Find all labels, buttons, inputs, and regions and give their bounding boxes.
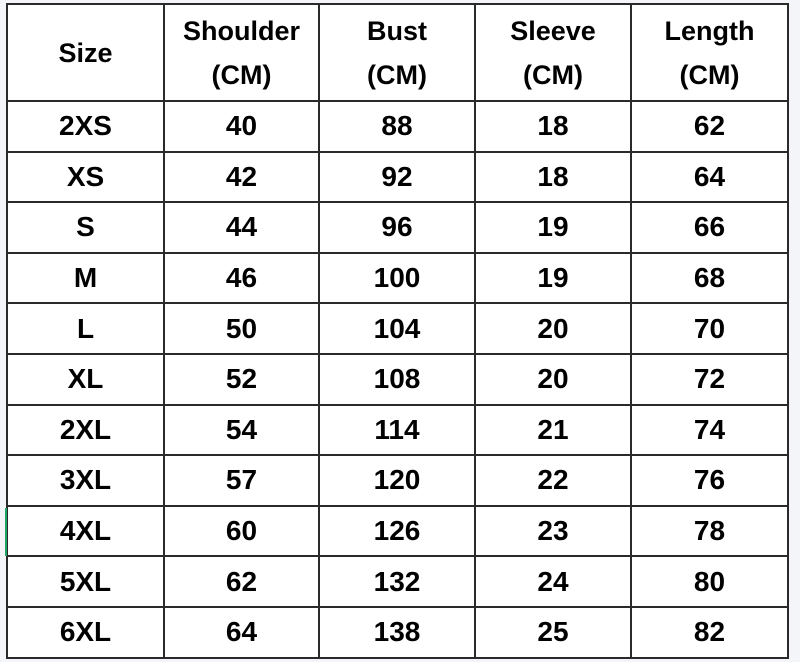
header-size: Size: [6, 3, 165, 102]
header-bust-line2: (CM): [367, 59, 427, 90]
cell-size: 4XL: [6, 504, 165, 558]
cell-sleeve: 19: [474, 201, 632, 254]
cell-shoulder: 50: [163, 302, 320, 355]
cell-size: M: [6, 251, 165, 305]
cell-sleeve: 19: [474, 251, 632, 305]
cell-bust: 120: [318, 454, 476, 507]
cell-bust: 132: [318, 555, 476, 608]
cell-sleeve: 18: [474, 100, 632, 153]
cell-bust: 92: [318, 150, 476, 204]
table-row: S 44 96 19 66: [6, 201, 789, 254]
header-shoulder-line2: (CM): [211, 59, 272, 90]
cell-bust: 126: [318, 504, 476, 558]
cell-length: 78: [630, 504, 789, 558]
cell-shoulder: 46: [163, 251, 320, 305]
cell-shoulder: 62: [163, 555, 320, 608]
cell-bust: 138: [318, 605, 476, 659]
cell-length: 68: [630, 251, 789, 305]
cell-length: 70: [630, 302, 789, 355]
cell-size: 2XS: [6, 100, 165, 153]
cell-sleeve: 22: [474, 454, 632, 507]
cell-bust: 104: [318, 302, 476, 355]
cell-size: 3XL: [6, 454, 165, 507]
table-row: L 50 104 20 70: [6, 302, 789, 355]
cell-sleeve: 23: [474, 504, 632, 558]
cell-sleeve: 24: [474, 555, 632, 608]
cell-size: 6XL: [6, 605, 165, 659]
cell-size: XL: [6, 352, 165, 406]
header-bust-line1: Bust: [367, 15, 427, 46]
cell-bust: 96: [318, 201, 476, 254]
cell-size: 5XL: [6, 555, 165, 608]
cell-length: 82: [630, 605, 789, 659]
table-row: 5XL 62 132 24 80: [6, 555, 789, 608]
cell-shoulder: 60: [163, 504, 320, 558]
header-sleeve: Sleeve (CM): [474, 3, 632, 102]
table-row: 2XL 54 114 21 74: [6, 403, 789, 457]
cell-shoulder: 40: [163, 100, 320, 153]
header-shoulder: Shoulder (CM): [163, 3, 320, 102]
cell-shoulder: 64: [163, 605, 320, 659]
cell-length: 72: [630, 352, 789, 406]
header-row: Size Shoulder (CM) Bust (CM) Sleeve (CM) Length…: [6, 3, 789, 102]
cell-sleeve: 18: [474, 150, 632, 204]
cell-shoulder: 57: [163, 454, 320, 507]
header-sleeve-line2: (CM): [523, 59, 583, 90]
cell-size: L: [6, 302, 165, 355]
table-row: XL 52 108 20 72: [6, 352, 789, 406]
cell-length: 74: [630, 403, 789, 457]
cell-sleeve: 20: [474, 302, 632, 355]
cell-sleeve: 21: [474, 403, 632, 457]
table-row: XS 42 92 18 64: [6, 150, 789, 204]
size-chart-table: Size Shoulder (CM) Bust (CM) Sleeve (CM) Length…: [6, 3, 789, 659]
cell-shoulder: 54: [163, 403, 320, 457]
header-sleeve-line1: Sleeve: [510, 15, 596, 46]
cell-sleeve: 25: [474, 605, 632, 659]
table-row: 3XL 57 120 22 76: [6, 454, 789, 507]
cell-length: 76: [630, 454, 789, 507]
header-length-line2: (CM): [679, 59, 740, 90]
cell-size: XS: [6, 150, 165, 204]
cell-length: 62: [630, 100, 789, 153]
cell-size: S: [6, 201, 165, 254]
cell-shoulder: 42: [163, 150, 320, 204]
cell-sleeve: 20: [474, 352, 632, 406]
table-row: M 46 100 19 68: [6, 251, 789, 305]
header-size-line1: Size: [58, 37, 113, 68]
table-row: 6XL 64 138 25 82: [6, 605, 789, 659]
cell-shoulder: 52: [163, 352, 320, 406]
cell-bust: 114: [318, 403, 476, 457]
cell-size: 2XL: [6, 403, 165, 457]
header-length: Length (CM): [630, 3, 789, 102]
cell-bust: 108: [318, 352, 476, 406]
cell-length: 64: [630, 150, 789, 204]
cell-length: 80: [630, 555, 789, 608]
table-row: 2XS 40 88 18 62: [6, 100, 789, 153]
header-bust: Bust (CM): [318, 3, 476, 102]
table-row: 4XL 60 126 23 78: [6, 504, 789, 558]
cell-length: 66: [630, 201, 789, 254]
cell-shoulder: 44: [163, 201, 320, 254]
header-shoulder-line1: Shoulder: [182, 15, 300, 46]
cell-bust: 100: [318, 251, 476, 305]
cell-bust: 88: [318, 100, 476, 153]
selection-marker: [5, 508, 7, 556]
header-length-line1: Length: [664, 15, 755, 46]
